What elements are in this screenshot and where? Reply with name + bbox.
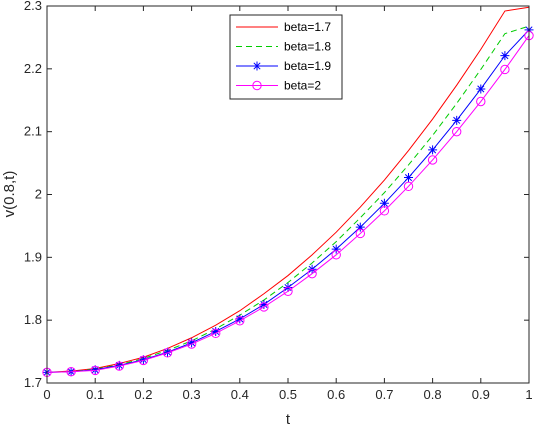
legend-label: beta=1.7 bbox=[284, 20, 331, 34]
x-tick-label: 0 bbox=[43, 387, 50, 402]
legend-marker bbox=[252, 80, 262, 91]
x-tick-label: 0.1 bbox=[86, 387, 104, 402]
y-tick-label: 2 bbox=[35, 187, 42, 202]
legend-label: beta=1.9 bbox=[284, 59, 331, 73]
data-point bbox=[500, 51, 510, 61]
data-point bbox=[427, 155, 438, 165]
data-point bbox=[138, 355, 149, 366]
data-point bbox=[331, 250, 341, 260]
data-point bbox=[355, 228, 365, 239]
data-point bbox=[259, 302, 269, 312]
legend-marker bbox=[252, 61, 262, 71]
data-point bbox=[114, 361, 125, 371]
x-tick-label: 0.4 bbox=[231, 387, 249, 402]
legend: beta=1.7 beta=1.8 beta=1.9 beta=2 bbox=[229, 14, 343, 100]
x-tick-label: 0.3 bbox=[183, 387, 201, 402]
data-point bbox=[476, 96, 486, 107]
data-point bbox=[235, 316, 245, 326]
data-point bbox=[476, 84, 486, 94]
series-3 bbox=[42, 30, 534, 378]
data-point bbox=[114, 360, 124, 370]
y-tick-label: 2.2 bbox=[24, 61, 42, 76]
data-point bbox=[355, 222, 365, 232]
data-point bbox=[379, 206, 390, 216]
x-tick-label: 0.6 bbox=[327, 387, 345, 402]
series-line bbox=[46, 35, 530, 373]
series-1 bbox=[46, 25, 530, 373]
data-point bbox=[235, 314, 245, 324]
y-tick-label: 1.8 bbox=[24, 312, 42, 327]
data-point bbox=[186, 339, 197, 349]
data-point bbox=[500, 64, 510, 75]
x-tick-label: 0.9 bbox=[472, 387, 490, 402]
series-line bbox=[46, 25, 530, 373]
x-axis-label: t bbox=[286, 411, 291, 428]
data-point bbox=[163, 347, 172, 357]
data-point bbox=[428, 145, 438, 155]
data-point bbox=[283, 286, 293, 296]
data-point bbox=[452, 126, 462, 137]
data-point bbox=[90, 365, 100, 375]
data-point bbox=[162, 348, 173, 358]
y-tick-label: 1.9 bbox=[24, 249, 42, 264]
data-point bbox=[404, 173, 413, 183]
data-point bbox=[138, 355, 148, 365]
data-point bbox=[90, 365, 100, 376]
data-point bbox=[307, 268, 317, 279]
data-point bbox=[211, 328, 221, 339]
data-point bbox=[452, 115, 462, 125]
y-tick-label: 2.3 bbox=[24, 0, 42, 13]
legend-label: beta=1.8 bbox=[284, 40, 331, 54]
data-point bbox=[379, 198, 389, 208]
data-point bbox=[331, 244, 341, 254]
series-line bbox=[46, 6, 530, 373]
y-tick-label: 2.1 bbox=[24, 124, 42, 139]
data-point bbox=[211, 326, 221, 336]
x-tick-label: 0.7 bbox=[375, 387, 393, 402]
x-tick-label: 1 bbox=[525, 387, 532, 402]
x-tick-label: 0.5 bbox=[279, 387, 297, 402]
x-tick-label: 0.2 bbox=[134, 387, 152, 402]
legend-label: beta=2 bbox=[284, 79, 321, 93]
data-point bbox=[66, 366, 76, 377]
data-point bbox=[259, 299, 269, 309]
series-layer bbox=[42, 6, 534, 378]
data-point bbox=[403, 181, 414, 192]
series-0 bbox=[46, 6, 530, 373]
y-axis-label: v(0.8,t) bbox=[1, 171, 18, 218]
y-tick-label: 1.7 bbox=[24, 375, 42, 390]
x-tick-label: 0.8 bbox=[424, 387, 442, 402]
data-point bbox=[187, 338, 197, 348]
ticks-layer: 0 0.1 0.2 0.3 0.4 0.5 0.6 0.7 0.8 0.9 1 1.7 1.8 1.9 2 2… bbox=[24, 0, 533, 402]
